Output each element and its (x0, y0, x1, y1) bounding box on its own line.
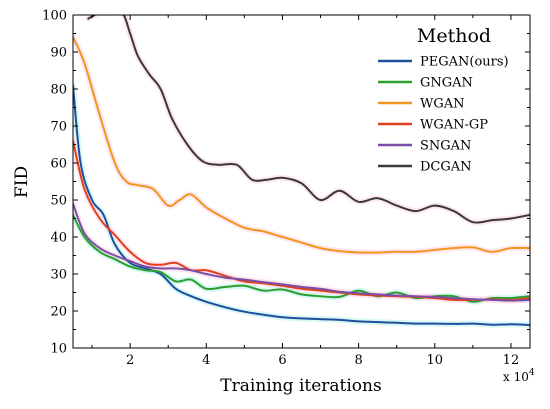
legend-label-pegan-ours: PEGAN(ours) (420, 55, 509, 70)
legend-label-sngan: SNGAN (420, 139, 471, 154)
y-tick-label-30: 30 (50, 268, 67, 283)
x-multiplier-exponent: 4 (529, 368, 535, 378)
x-tick-label-12: 12 (503, 353, 520, 368)
x-tick-label-6: 6 (278, 353, 286, 368)
series-line-dcgan (87, 15, 530, 224)
x-tick-label-8: 8 (354, 353, 362, 368)
x-tick-label-4: 4 (202, 353, 210, 368)
axis-ticks: 2 4 6 8 10 12 10 20 30 40 50 60 70 80 90 100 (42, 9, 530, 368)
legend-items: PEGAN(ours) GNGAN WGAN WGAN-GP SNGAN DCGAN (378, 55, 509, 175)
y-tick-label-100: 100 (42, 9, 67, 24)
y-tick-label-20: 20 (50, 305, 67, 320)
x-multiplier-base: x 10 (503, 370, 529, 384)
y-tick-label-60: 60 (50, 157, 67, 172)
series-line-pegan-ours (73, 84, 530, 327)
y-tick-label-90: 90 (50, 46, 67, 61)
y-axis-title: FID (12, 166, 32, 198)
y-tick-label-50: 50 (50, 194, 67, 209)
x-axis-title: Training iterations (220, 376, 381, 396)
legend-label-dcgan: DCGAN (420, 160, 472, 175)
y-tick-label-80: 80 (50, 83, 67, 98)
x-tick-label-2: 2 (126, 353, 134, 368)
series-line-wgan (73, 36, 530, 254)
legend-label-gngan: GNGAN (420, 76, 473, 91)
y-tick-label-10: 10 (50, 342, 67, 357)
legend-label-wgan-gp: WGAN-GP (420, 118, 488, 133)
series-line-sngan (73, 202, 530, 302)
legend-label-wgan: WGAN (420, 97, 465, 112)
series-line-wgan-gp (73, 139, 530, 302)
y-tick-label-40: 40 (50, 231, 67, 246)
legend: Method PEGAN(ours) GNGAN WGAN WGAN-GP SNGAN D… (378, 25, 509, 175)
legend-title: Method (417, 25, 491, 47)
series-lines (73, 15, 530, 327)
x-axis-multiplier: x 104 (503, 368, 535, 384)
series-line-gngan (73, 213, 530, 303)
x-tick-label-10: 10 (427, 353, 444, 368)
y-tick-label-70: 70 (50, 120, 67, 135)
